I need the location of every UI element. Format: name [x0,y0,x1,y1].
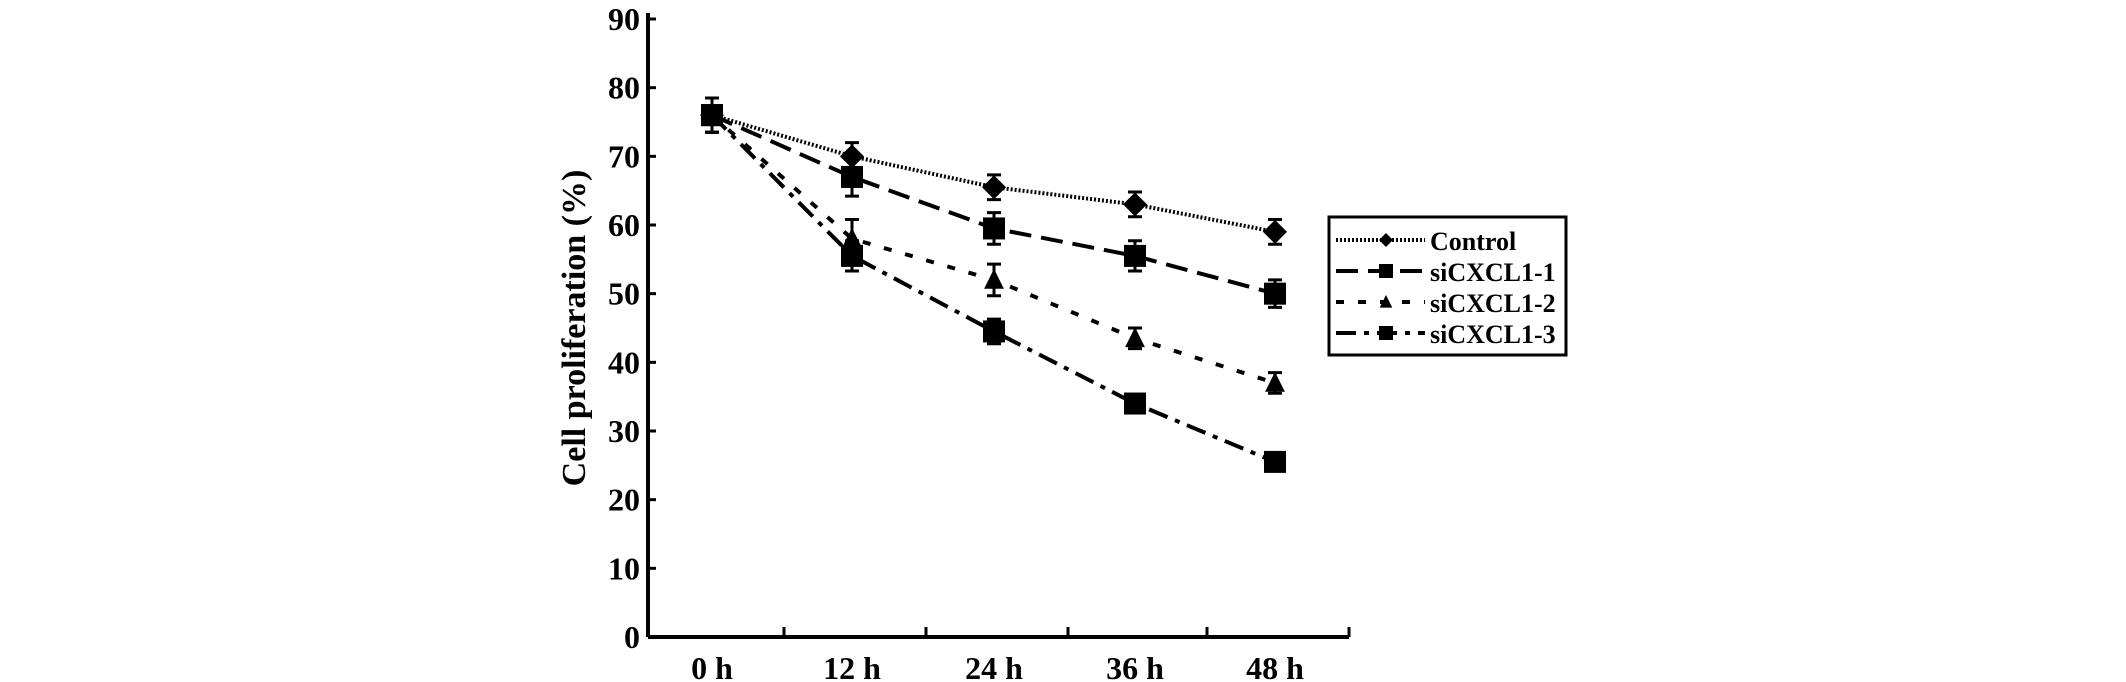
data-point-marker [1265,371,1285,392]
x-tick-label: 36 h [1106,650,1164,682]
x-tick-label: 24 h [965,650,1023,682]
data-point-marker [1125,327,1145,348]
legend-marker [1379,326,1393,340]
data-point-marker [1123,192,1147,217]
data-point-marker [1124,392,1146,415]
legend-label: siCXCL1-3 [1430,320,1556,349]
x-tick-label: 12 h [823,650,881,682]
data-point-marker [1124,244,1146,267]
data-point-marker [983,320,1005,343]
y-tick-label: 90 [608,1,640,37]
y-tick-label: 70 [608,138,640,174]
x-tick-label: 0 h [691,650,733,682]
y-tick-label: 0 [624,619,640,655]
y-tick-label: 60 [608,207,640,243]
data-point-marker [984,268,1004,289]
y-tick-label: 30 [608,413,640,449]
data-point-marker [982,175,1006,200]
series-group [700,96,1287,473]
data-point-marker [1264,282,1286,305]
y-axis-label: Cell proliferation (%) [556,170,593,487]
data-point-marker [1264,450,1286,473]
data-point-marker [842,227,862,248]
y-tick-label: 80 [608,70,640,106]
legend-label: siCXCL1-2 [1430,289,1556,318]
data-point-marker [841,165,863,188]
data-point-marker [701,104,723,127]
series-sicxcl1-3 [701,96,1286,473]
data-point-marker [841,244,863,267]
legend-marker [1379,295,1393,308]
data-point-marker [983,217,1005,240]
legend-label: Control [1430,227,1516,256]
data-point-marker [1263,219,1287,244]
y-tick-label: 40 [608,344,640,380]
y-tick-label: 20 [608,482,640,518]
x-tick-label: 48 h [1246,650,1304,682]
axes: 0 10 20 30 40 50 60 70 80 90 0 h 12 h 24 h 36 h 48 h [608,1,1351,682]
legend-marker [1379,264,1393,278]
y-tick-label: 10 [608,550,640,586]
legend-label: siCXCL1-1 [1430,258,1556,287]
y-tick-label: 50 [608,276,640,312]
series-sicxcl1-2 [702,96,1285,395]
series-line [711,113,1276,234]
legend-marker [1379,233,1393,247]
